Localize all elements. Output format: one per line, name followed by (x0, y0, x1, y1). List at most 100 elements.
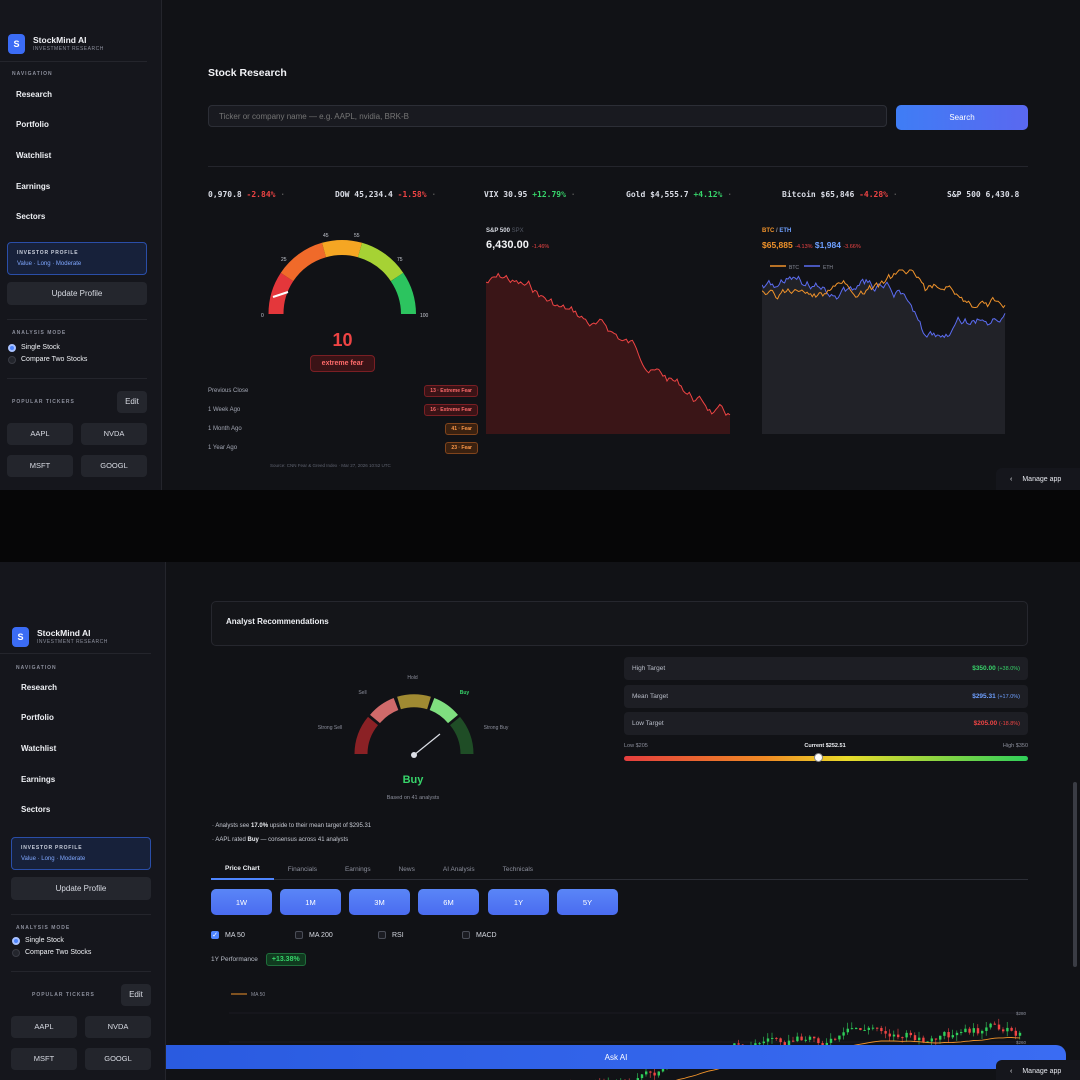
candle-body (754, 1043, 757, 1046)
sp-change: -1.46% (531, 244, 550, 250)
legend-eth-label: ETH (823, 265, 833, 271)
btc-change: -4.13% (795, 244, 813, 250)
history-badge: 16 · Extreme Fear (424, 404, 478, 416)
analyst-note-consensus: · AAPL rated Buy — consensus across 41 a… (212, 837, 349, 843)
edit-tickers-button[interactable]: Edit (117, 390, 147, 413)
update-profile-button[interactable]: Update Profile (11, 876, 151, 900)
checkbox-icon (295, 931, 303, 939)
period-button-3m[interactable]: 3M (349, 889, 410, 915)
btc-title: BTC (762, 228, 775, 234)
sidebar-item-watchlist[interactable]: Watchlist (21, 743, 57, 753)
sidebar-item-earnings[interactable]: Earnings (16, 181, 51, 191)
nav-label: NAVIGATION (12, 71, 53, 77)
mode-compare-radio[interactable]: Compare Two Stocks (8, 355, 161, 364)
note-bold: 17.0% (251, 823, 269, 829)
ticker-button-nvda[interactable]: NVDA (85, 1015, 151, 1038)
ticker-button-googl[interactable]: GOOGL (81, 454, 147, 477)
period-button-6m[interactable]: 6M (418, 889, 479, 915)
popular-tickers-label: POPULAR TICKERS (12, 398, 75, 405)
sp-title-text: S&P 500 (486, 228, 510, 234)
divider (11, 970, 151, 972)
indicator-macd-checkbox[interactable]: MACD (462, 931, 497, 939)
indicator-ma50-checkbox[interactable]: ✓ MA 50 (211, 931, 245, 939)
gauge-tick-45: 45 (323, 233, 329, 239)
ticker-button-msft[interactable]: MSFT (11, 1047, 77, 1070)
nav-label: NAVIGATION (16, 665, 57, 671)
update-profile-button[interactable]: Update Profile (7, 281, 147, 305)
investor-profile-card: INVESTOR PROFILE Value · Long · Moderate (11, 836, 151, 870)
ticker-separator: · (431, 190, 437, 199)
ticker-button-aapl[interactable]: AAPL (7, 422, 73, 445)
period-button-5y[interactable]: 5Y (557, 889, 618, 915)
label-sell: Sell (358, 690, 367, 696)
indicator-label: MACD (476, 931, 497, 939)
price-range-bar (624, 756, 1028, 761)
scrollbar[interactable] (1073, 782, 1077, 967)
ticker-name: Gold (626, 190, 646, 199)
ticker-button-nvda[interactable]: NVDA (81, 422, 147, 445)
candle-body (808, 1036, 812, 1040)
gauge-segment-greed (357, 242, 404, 282)
sidebar-item-portfolio[interactable]: Portfolio (16, 120, 49, 130)
analyst-note-upside: · Analysts see 17.0% upside to their mea… (212, 823, 372, 829)
candle-body (934, 1038, 938, 1040)
ticker-button-googl[interactable]: GOOGL (85, 1047, 151, 1070)
candle-body (892, 1034, 896, 1037)
gauge-needle-hub (411, 752, 417, 758)
ticker-change: -4.28% (859, 190, 888, 199)
mode-single-radio[interactable]: Single Stock (12, 936, 165, 945)
ticker-item: 0,970.8 -2.84% · (208, 190, 285, 199)
target-value: $295.31 (972, 693, 996, 700)
history-badge: 23 · Fear (445, 442, 478, 454)
indicator-rsi-checkbox[interactable]: RSI (378, 931, 404, 939)
manage-app-button[interactable]: ‹ Manage app (996, 468, 1080, 490)
tab-technicals[interactable]: Technicals (502, 865, 534, 873)
sidebar-item-research[interactable]: Research (16, 89, 53, 99)
candle-body (796, 1036, 799, 1042)
history-row: Previous Close 13 · Extreme Fear (208, 385, 478, 397)
sidebar-item-portfolio[interactable]: Portfolio (21, 713, 54, 723)
period-button-1w[interactable]: 1W (211, 889, 272, 915)
app-logo: S (12, 626, 29, 647)
period-button-1m[interactable]: 1M (280, 889, 341, 915)
candle-body (997, 1024, 1001, 1030)
candle-body (792, 1040, 795, 1042)
candles-group (570, 1018, 1022, 1080)
candle-body (951, 1035, 954, 1038)
sidebar-item-earnings[interactable]: Earnings (21, 774, 56, 784)
checkbox-icon (462, 931, 470, 939)
mode-single-radio[interactable]: Single Stock (8, 343, 161, 352)
sidebar-item-sectors[interactable]: Sectors (16, 212, 46, 222)
tab-earnings[interactable]: Earnings (344, 865, 371, 873)
edit-tickers-button[interactable]: Edit (121, 983, 151, 1006)
fear-greed-source: Source: CNN Fear & Greed Index · Mar 27,… (270, 463, 391, 468)
manage-app-button[interactable]: ‹ Manage app (996, 1060, 1080, 1080)
ticker-button-msft[interactable]: MSFT (7, 454, 73, 477)
tab-news[interactable]: News (398, 865, 415, 873)
mode-compare-label: Compare Two Stocks (25, 949, 92, 957)
search-button[interactable]: Search (896, 105, 1028, 130)
sp-line-chart (486, 272, 731, 434)
ticker-button-aapl[interactable]: AAPL (11, 1015, 77, 1038)
mode-compare-radio[interactable]: Compare Two Stocks (12, 948, 165, 957)
period-button-1y[interactable]: 1Y (488, 889, 549, 915)
sidebar-item-sectors[interactable]: Sectors (21, 805, 51, 815)
profile-title: INVESTOR PROFILE (17, 249, 79, 256)
candle-body (783, 1042, 786, 1046)
ticker-name: Bitcoin (782, 190, 816, 199)
sidebar-item-research[interactable]: Research (21, 682, 58, 692)
ask-ai-button[interactable]: Ask AI (166, 1045, 1066, 1069)
tab-price-chart[interactable]: Price Chart (211, 858, 274, 880)
search-input[interactable] (208, 105, 887, 127)
sidebar-item-watchlist[interactable]: Watchlist (16, 150, 52, 160)
recommendation-count: Based on 41 analysts (386, 795, 440, 801)
ticker-item: VIX 30.95 +12.79% · (484, 190, 576, 199)
candle-body (863, 1029, 866, 1031)
tab-financials[interactable]: Financials (287, 865, 317, 873)
candle-body (905, 1032, 908, 1038)
indicator-ma200-checkbox[interactable]: MA 200 (295, 931, 333, 939)
target-value: $350.00 (972, 665, 996, 672)
range-high: High $350 (1002, 743, 1028, 749)
candle-body (758, 1043, 761, 1045)
tab-ai-analysis[interactable]: AI Analysis (442, 865, 475, 873)
